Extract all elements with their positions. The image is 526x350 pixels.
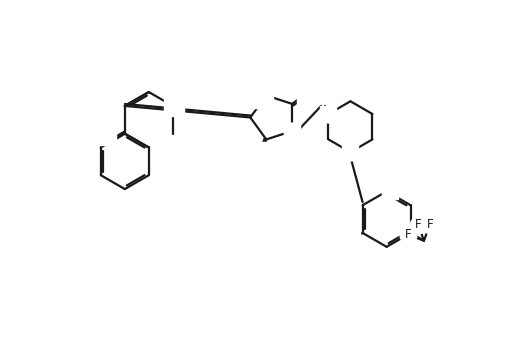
Text: HN: HN	[251, 89, 269, 102]
Text: O: O	[169, 99, 179, 112]
Text: S: S	[302, 93, 310, 106]
Text: Cl: Cl	[340, 236, 352, 249]
Text: N: N	[346, 146, 355, 159]
Text: N: N	[346, 146, 355, 159]
Text: HN: HN	[251, 89, 269, 102]
Text: N: N	[386, 185, 395, 198]
Text: O: O	[256, 144, 266, 156]
Text: F: F	[415, 218, 421, 231]
Text: S: S	[302, 93, 310, 106]
Text: N: N	[287, 125, 297, 138]
Text: O: O	[169, 99, 179, 112]
Text: N: N	[287, 125, 297, 138]
Text: F: F	[427, 218, 433, 231]
Text: O: O	[103, 131, 113, 144]
Text: HN: HN	[251, 89, 269, 102]
Text: O: O	[256, 144, 266, 156]
Text: N: N	[323, 107, 333, 120]
Text: O: O	[103, 131, 113, 144]
Text: F: F	[404, 228, 411, 242]
Text: O: O	[169, 99, 179, 112]
Text: S: S	[302, 93, 310, 106]
Text: N: N	[323, 107, 333, 120]
Text: Cl: Cl	[340, 236, 352, 249]
Text: N: N	[386, 185, 395, 198]
